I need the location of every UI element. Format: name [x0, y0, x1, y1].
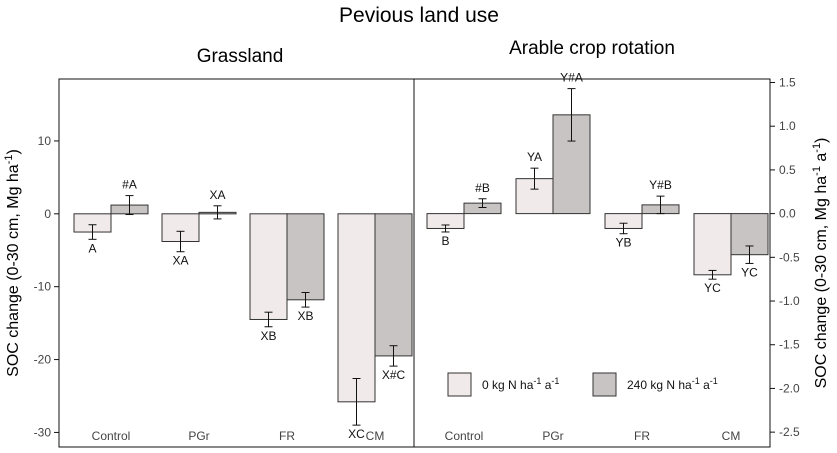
bar-series1	[374, 213, 413, 357]
legend: 0 kg N ha-1 a-1 240 kg N ha-1 a-1	[447, 372, 718, 397]
bar-series1	[286, 213, 325, 301]
y-tick-label: 1.0	[779, 119, 796, 133]
y-tick-label: -1.0	[779, 294, 800, 308]
y-tick-label: -2.0	[779, 381, 800, 395]
y-axis-label-right: SOC change (0-30 cm, Mg ha-1 a-1)	[811, 138, 830, 389]
x-category-label: FR	[634, 429, 650, 443]
significance-label: YB	[615, 236, 631, 250]
y-tick-label: -1.5	[779, 338, 800, 352]
legend-label-0: 0 kg N ha-1 a-1	[482, 376, 559, 392]
bar-series0	[249, 213, 288, 320]
significance-label: XB	[260, 329, 276, 343]
significance-label: X#C	[382, 368, 406, 382]
legend-swatch-1	[592, 372, 617, 397]
significance-label: XB	[297, 309, 313, 323]
bar-series0	[693, 213, 732, 276]
panel-title-grassland: Grassland	[197, 46, 284, 67]
x-category-label: CM	[722, 429, 741, 443]
panel-arable: -2.5 -2.0 -1.5 -1.0 -0.5 0.0 0.5 1.0 1.5 Control B…	[426, 71, 800, 443]
x-category-label: FR	[279, 429, 295, 443]
significance-label: XA	[172, 254, 188, 268]
y-tick-label: 0	[44, 207, 51, 221]
x-category-label: CM	[366, 429, 385, 443]
y-tick-label: 0.5	[779, 163, 796, 177]
significance-label: YA	[527, 150, 542, 164]
legend-swatch-0	[447, 372, 472, 397]
chart-title: Pevious land use	[339, 4, 499, 27]
significance-label: Y#B	[649, 178, 672, 192]
significance-label: #A	[122, 178, 137, 192]
legend-label-1: 240 kg N ha-1 a-1	[627, 376, 718, 392]
significance-label: A	[88, 241, 96, 255]
y-axis-label-left: SOC change (0-30 cm, Mg ha-1)	[3, 149, 22, 377]
significance-label: YC	[741, 265, 758, 279]
y-tick-label: 1.5	[779, 75, 796, 89]
y-tick-label: -2.5	[779, 425, 800, 439]
x-category-label: PGr	[542, 429, 563, 443]
significance-label: B	[441, 234, 449, 248]
x-category-label: PGr	[188, 429, 209, 443]
significance-label: XA	[209, 188, 225, 202]
bar-series0	[337, 213, 376, 403]
significance-label: Y#A	[560, 71, 583, 85]
y-tick-label: 10	[38, 134, 52, 148]
y-tick-label: -20	[34, 353, 52, 367]
significance-label: #B	[475, 181, 490, 195]
panel-title-arable: Arable crop rotation	[509, 38, 675, 59]
significance-label: YC	[704, 281, 721, 295]
significance-label: XC	[348, 427, 365, 441]
y-tick-label: -30	[34, 425, 52, 439]
x-category-label: Control	[92, 429, 131, 443]
x-category-label: Control	[445, 429, 484, 443]
y-tick-label: -0.5	[779, 250, 800, 264]
y-tick-label: -10	[34, 280, 52, 294]
y-tick-label: 0.0	[779, 207, 796, 221]
